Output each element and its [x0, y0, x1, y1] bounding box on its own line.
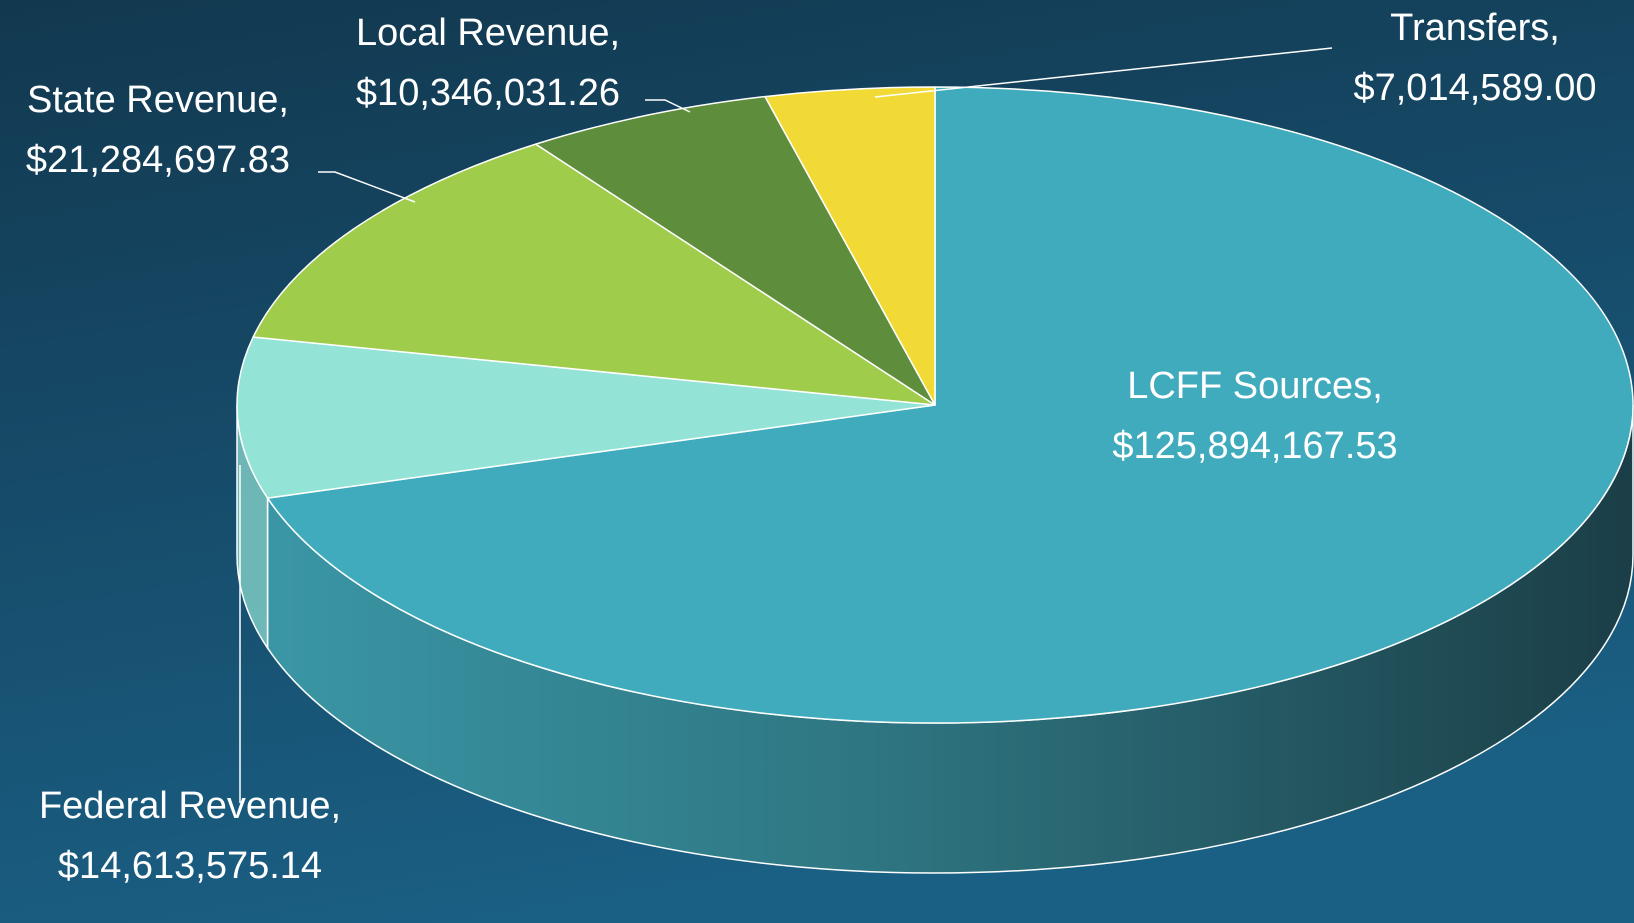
data-label-value: $21,284,697.83	[26, 139, 290, 181]
data-label-value: $7,014,589.00	[1353, 67, 1596, 109]
leader-line	[318, 171, 416, 203]
data-label-value: $10,346,031.26	[356, 72, 620, 114]
leader-line	[874, 47, 1333, 98]
slice	[764, 86, 936, 406]
data-label-value: $125,894,167.53	[1112, 425, 1397, 467]
data-label-name: Federal Revenue,	[39, 785, 341, 827]
data-label-name: LCFF Sources,	[1127, 365, 1383, 407]
data-label-name: Transfers,	[1390, 7, 1560, 49]
leader-line	[645, 99, 691, 113]
leader-lines	[239, 47, 1333, 803]
slice	[236, 336, 936, 499]
slice	[252, 143, 936, 406]
data-label-name: State Revenue,	[27, 79, 289, 121]
slice	[266, 86, 1634, 724]
slice	[535, 95, 936, 406]
pie	[236, 86, 1634, 874]
labels: LCFF Sources, $125,894,167.53 Federal Reve…	[26, 7, 1597, 887]
data-label-value: $14,613,575.14	[58, 845, 322, 887]
data-label-name: Local Revenue,	[356, 12, 620, 54]
